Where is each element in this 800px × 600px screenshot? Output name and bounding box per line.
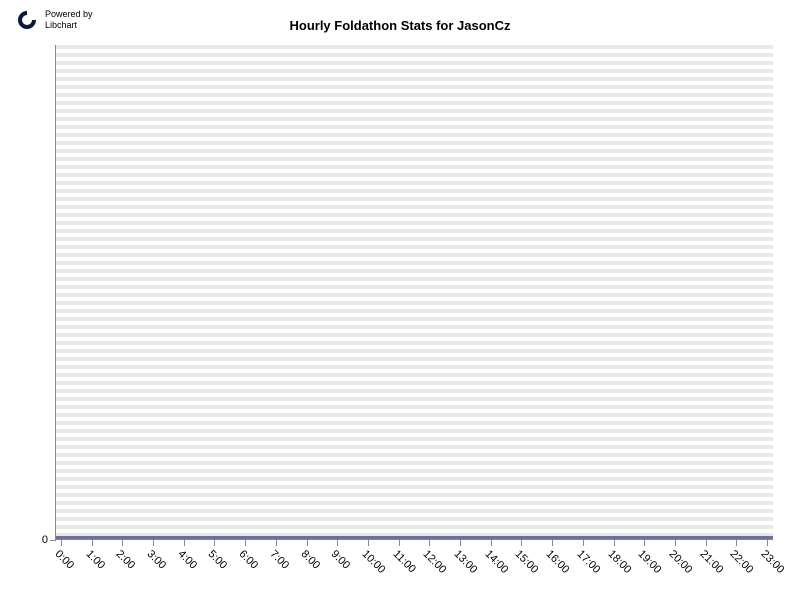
x-tick-label: 8:00 (298, 548, 322, 572)
x-tick-label: 13:00 (452, 548, 480, 576)
x-tick-label: 7:00 (267, 548, 291, 572)
x-tick-mark (153, 540, 154, 546)
x-tick-label: 20:00 (666, 548, 694, 576)
x-tick-mark (644, 540, 645, 546)
x-tick-label: 6:00 (237, 548, 261, 572)
x-tick-label: 19:00 (636, 548, 664, 576)
x-tick-mark (460, 540, 461, 546)
x-tick-label: 11:00 (390, 548, 417, 575)
y-tick-mark (50, 540, 56, 541)
x-tick-label: 3:00 (145, 548, 169, 572)
x-tick-label: 9:00 (329, 548, 353, 572)
x-tick-label: 17:00 (574, 548, 602, 576)
x-tick-mark (767, 540, 768, 546)
x-tick-mark (276, 540, 277, 546)
x-tick-label: 16:00 (544, 548, 572, 576)
x-tick-label: 23:00 (759, 548, 787, 576)
x-tick-mark (614, 540, 615, 546)
x-tick-mark (491, 540, 492, 546)
x-tick-mark (521, 540, 522, 546)
x-tick-label: 12:00 (421, 548, 449, 576)
x-tick-mark (675, 540, 676, 546)
x-tick-mark (337, 540, 338, 546)
chart-title: Hourly Foldathon Stats for JasonCz (0, 18, 800, 33)
plot-area: 0 (55, 45, 773, 540)
x-tick-label: 14:00 (482, 548, 510, 576)
x-tick-mark (184, 540, 185, 546)
x-tick-mark (214, 540, 215, 546)
x-tick-label: 10:00 (359, 548, 387, 576)
x-tick-label: 4:00 (175, 548, 199, 572)
x-tick-mark (706, 540, 707, 546)
x-tick-mark (399, 540, 400, 546)
x-tick-mark (122, 540, 123, 546)
x-tick-label: 5:00 (206, 548, 230, 572)
x-tick-mark (307, 540, 308, 546)
x-tick-label: 15:00 (513, 548, 541, 576)
x-tick-mark (552, 540, 553, 546)
x-tick-mark (736, 540, 737, 546)
x-tick-label: 2:00 (114, 548, 138, 572)
y-tick-label: 0 (42, 534, 48, 546)
chart-container: 0 0:001:002:003:004:005:006:007:008:009:… (55, 45, 773, 540)
x-tick-label: 22:00 (728, 548, 756, 576)
x-tick-mark (368, 540, 369, 546)
x-tick-mark (61, 540, 62, 546)
x-tick-mark (92, 540, 93, 546)
chart-baseline (56, 536, 773, 539)
x-tick-mark (245, 540, 246, 546)
x-tick-label: 18:00 (605, 548, 633, 576)
plot-background (56, 45, 773, 537)
x-tick-label: 1:00 (83, 548, 107, 572)
x-tick-label: 0:00 (53, 548, 77, 572)
x-tick-mark (429, 540, 430, 546)
x-tick-mark (583, 540, 584, 546)
x-tick-label: 21:00 (697, 548, 725, 576)
